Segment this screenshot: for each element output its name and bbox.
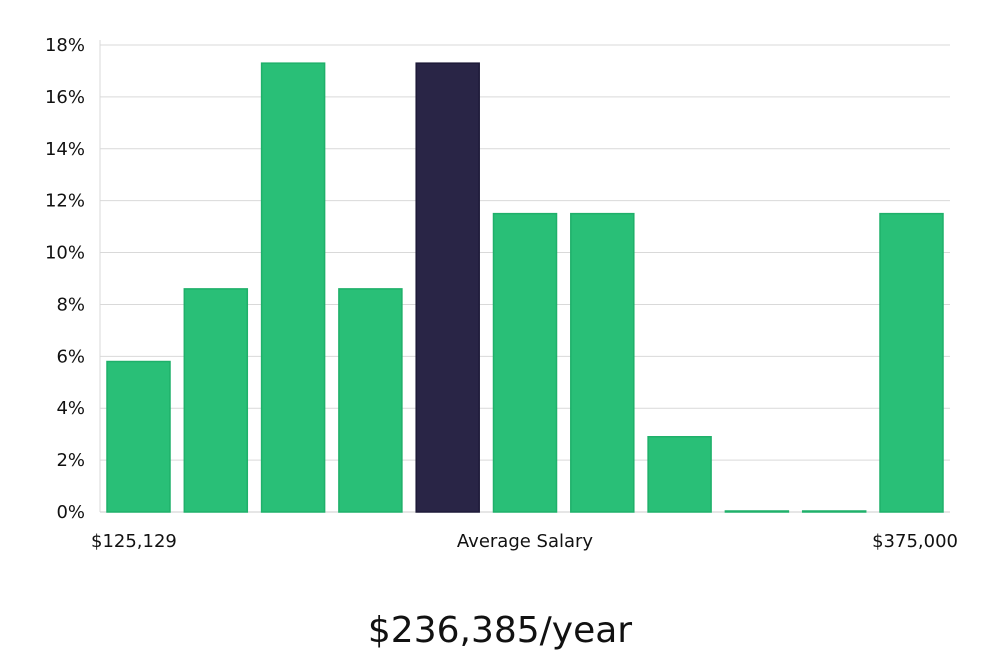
y-tick-label: 14% — [45, 139, 85, 160]
bars — [106, 62, 944, 513]
bar — [260, 62, 326, 513]
bar-average-salary — [415, 62, 480, 513]
salary-histogram: 0% 2% 4% 6% 8% 10% 12% 14% 16% 18% $125,129 Avera… — [45, 35, 958, 552]
y-tick-label: 16% — [45, 87, 85, 108]
y-tick-label: 8% — [56, 294, 85, 315]
y-axis-ticks: 0% 2% 4% 6% 8% 10% 12% 14% 16% 18% — [45, 35, 85, 523]
y-tick-label: 10% — [45, 243, 85, 264]
x-label-average: Average Salary — [457, 531, 594, 552]
bar — [647, 436, 712, 513]
y-tick-label: 6% — [56, 346, 85, 367]
y-tick-label: 18% — [45, 35, 85, 56]
bar — [879, 212, 944, 513]
bar — [106, 360, 171, 513]
y-tick-label: 2% — [56, 450, 85, 471]
bar — [183, 288, 249, 513]
average-salary-value: $236,385/year — [367, 610, 633, 651]
bar — [570, 212, 635, 513]
y-tick-label: 4% — [56, 398, 85, 419]
y-tick-label: 12% — [45, 191, 85, 212]
bar — [801, 510, 867, 513]
x-label-min: $125,129 — [91, 531, 177, 552]
x-label-max: $375,000 — [872, 531, 958, 552]
bar — [338, 288, 403, 513]
bar — [724, 510, 790, 513]
bar — [492, 212, 558, 513]
y-tick-label: 0% — [56, 502, 85, 523]
